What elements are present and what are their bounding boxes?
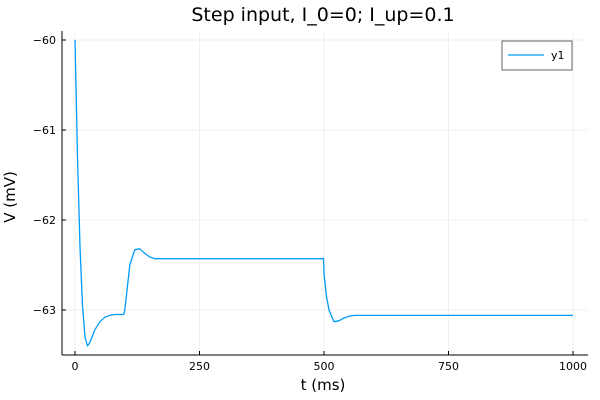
y-tick-label: −61 (33, 124, 56, 137)
chart-title: Step input, I_0=0; I_up=0.1 (191, 4, 454, 26)
y-axis-title: V (mV) (1, 171, 19, 223)
legend-label: y1 (551, 49, 565, 62)
grid (62, 31, 588, 355)
ticks: 0 250 500 750 1000 −60 −61 −62 −63 (33, 34, 587, 373)
axes (61, 31, 588, 356)
series-line-y1 (74, 39, 573, 347)
y-tick-label: −60 (33, 34, 56, 47)
legend: y1 (501, 40, 573, 71)
x-tick-label: 250 (189, 360, 210, 373)
series-layer (74, 39, 573, 347)
x-tick-label: 500 (314, 360, 335, 373)
y-tick-label: −63 (33, 304, 56, 317)
x-tick-label: 750 (438, 360, 459, 373)
x-tick-label: 0 (72, 360, 79, 373)
y-tick-label: −62 (33, 214, 56, 227)
x-axis-title: t (ms) (301, 376, 346, 394)
x-tick-label: 1000 (559, 360, 587, 373)
